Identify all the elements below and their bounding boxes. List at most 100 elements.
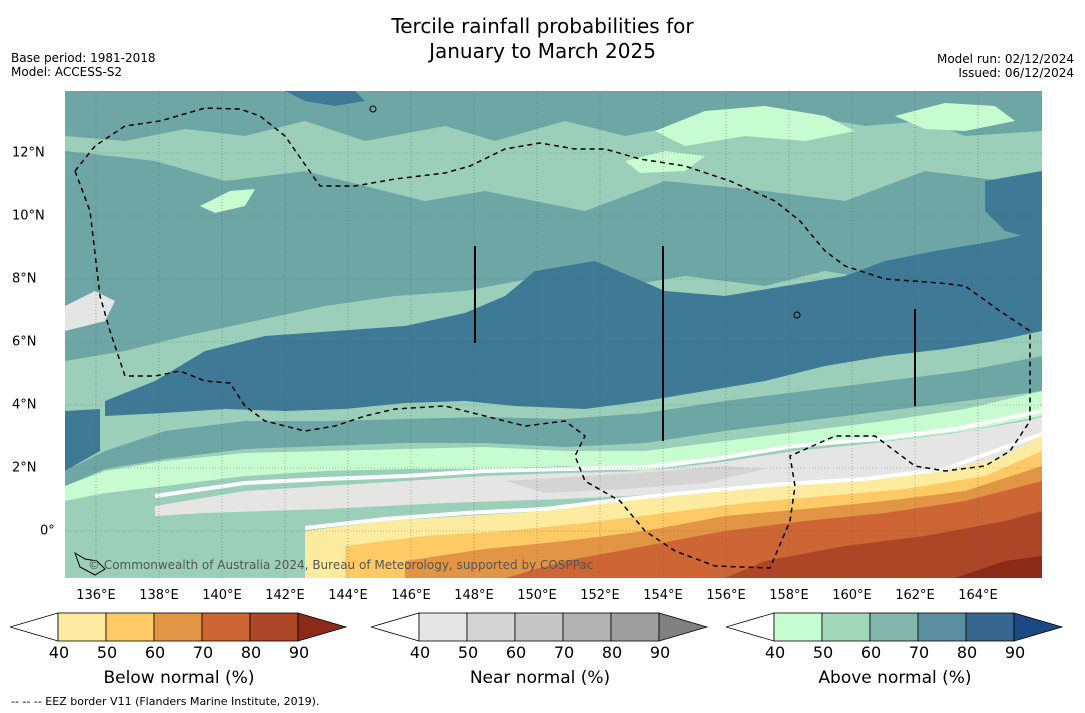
cb-label: Below normal (%) [103,668,255,688]
colorbar-segment [869,612,919,642]
probability-map [65,91,1042,578]
grey-band [155,417,1042,516]
colorbar-segment [610,612,660,642]
model-name: Model: ACCESS-S2 [11,65,123,79]
teal-band-mid [65,356,1042,486]
y-tick: 8°N [12,271,37,287]
colorbar-min-extend [10,612,59,642]
cb-tick: 50 [812,643,834,662]
eez-border [74,107,1031,569]
title-line-2: January to March 2025 [429,39,656,63]
colorbar-max-extend [658,612,709,642]
colorbar-segment [562,612,612,642]
y-tick: 12°N [12,145,45,161]
x-tick: 140°E [202,588,242,603]
cb-tick: 90 [649,643,671,662]
darkest-band [955,556,1042,578]
island [793,311,801,319]
cb-tick: 40 [48,643,70,662]
colorbar-segment [821,612,871,642]
y-tick: 2°N [12,460,37,476]
white-boundary [304,432,1042,530]
colorbar-segment [466,612,516,642]
blue-band-left [65,409,100,471]
x-tick: 150°E [517,588,557,603]
colorbar-min-extend [371,612,420,642]
cb-label: Above normal (%) [818,668,972,688]
y-tick: 0° [40,523,55,539]
cb-label: Near normal (%) [469,668,611,688]
teal-band-top-2 [65,151,1042,361]
x-tick: 152°E [580,588,620,603]
cb-tick: 80 [956,643,978,662]
colorbar-segment [249,612,299,642]
cb-tick: 50 [457,643,479,662]
colorbar-max-extend [1013,612,1064,642]
grey-band-dark [505,466,765,493]
cb-tick: 40 [409,643,431,662]
colorbar-segment [965,612,1015,642]
eez-footnote: -- -- -- EEZ border V11 (Flanders Marine… [11,695,320,708]
blue-band-right [985,171,1042,241]
meta-left: Base period: 1981-2018 Model: ACCESS-S2 [11,51,156,79]
gridlines [65,91,1042,578]
cb-tick: 90 [1004,643,1026,662]
colorbar-near-normal [371,612,709,642]
copyright-notice: © Commonwealth of Australia 2024, Bureau… [88,558,594,572]
cb-tick: 80 [240,643,262,662]
grey-left [65,291,115,331]
title-line-1: Tercile rainfall probabilities for [391,14,694,38]
blue-band [105,231,1042,416]
colorbar-segment [514,612,564,642]
base-period: Base period: 1981-2018 [11,51,156,65]
colorbar-segment [57,612,107,642]
x-tick: 158°E [769,588,809,603]
light-green-patch [625,151,705,173]
x-tick: 162°E [895,588,935,603]
x-tick: 164°E [958,588,998,603]
light-green-patch [895,103,1015,131]
cb-tick: 70 [553,643,575,662]
colorbar-above-normal [726,612,1064,642]
model-run: Model run: 02/12/2024 [936,52,1074,66]
blue-band-top [285,91,365,106]
colorbar-segment [201,612,251,642]
y-tick: 4°N [12,397,37,413]
cb-tick: 90 [288,643,310,662]
island [369,105,377,113]
coastline-png [74,551,106,576]
x-tick: 144°E [328,588,368,603]
colorbar-below-normal [10,612,348,642]
cb-tick: 40 [764,643,786,662]
colorbar-segment [773,612,823,642]
cb-tick: 80 [601,643,623,662]
x-tick: 148°E [454,588,494,603]
x-tick: 136°E [76,588,116,603]
light-green-patch [200,189,255,213]
y-tick: 10°N [12,208,45,224]
colorbar-segment [917,612,967,642]
colorbar-segment [418,612,468,642]
x-tick: 160°E [832,588,872,603]
cb-tick: 50 [96,643,118,662]
colorbar-max-extend [297,612,348,642]
cb-tick: 60 [505,643,527,662]
colorbar-min-extend [726,612,775,642]
teal-band-top [65,91,1042,141]
x-tick: 154°E [643,588,683,603]
chart-title: Tercile rainfall probabilities for Janua… [0,14,1085,64]
issued-date: Issued: 06/12/2024 [958,66,1074,80]
meta-right: Model run: 02/12/2024 Issued: 06/12/2024 [937,52,1074,80]
y-tick: 6°N [12,334,37,350]
brown-band [725,511,1042,578]
x-tick: 142°E [265,588,305,603]
cb-tick: 60 [860,643,882,662]
colorbar-segment [105,612,155,642]
cb-tick: 70 [908,643,930,662]
cb-tick: 70 [192,643,214,662]
x-tick: 146°E [391,588,431,603]
x-tick: 156°E [706,588,746,603]
colorbar-segment [153,612,203,642]
cb-tick: 60 [144,643,166,662]
x-tick: 138°E [139,588,179,603]
